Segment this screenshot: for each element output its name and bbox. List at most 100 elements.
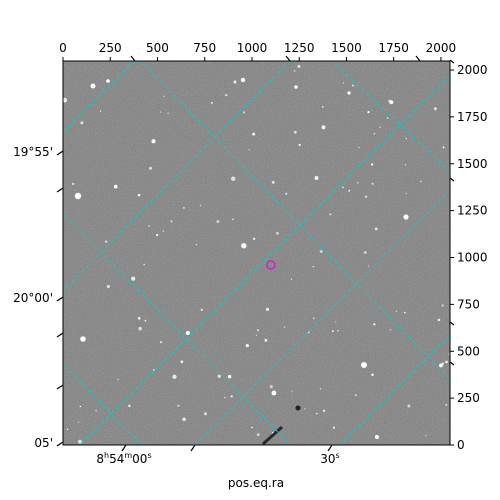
right-tick-label: 250 bbox=[457, 391, 480, 405]
bright-star bbox=[240, 77, 246, 83]
right-tick-label: 1250 bbox=[457, 204, 488, 218]
star bbox=[290, 278, 293, 281]
star bbox=[162, 230, 165, 232]
star bbox=[170, 220, 173, 223]
grid-line bbox=[331, 61, 450, 172]
star bbox=[367, 265, 370, 267]
bright-star bbox=[294, 85, 298, 89]
top-tick-label: 250 bbox=[99, 41, 122, 55]
star bbox=[374, 227, 378, 231]
star bbox=[312, 265, 315, 268]
star bbox=[159, 111, 162, 113]
bright-star bbox=[106, 79, 110, 83]
bright-star bbox=[80, 336, 86, 342]
star bbox=[379, 126, 381, 129]
star bbox=[78, 421, 80, 423]
star bbox=[283, 326, 286, 328]
star bbox=[117, 378, 119, 381]
star bbox=[342, 186, 344, 189]
grid-line bbox=[139, 61, 450, 381]
star bbox=[304, 408, 306, 410]
star bbox=[395, 310, 398, 312]
star bbox=[441, 304, 444, 307]
star bbox=[182, 417, 186, 422]
star bbox=[265, 307, 270, 312]
star bbox=[66, 428, 69, 431]
coordinate-grid bbox=[63, 61, 450, 445]
star bbox=[128, 404, 131, 408]
top-tick-label: 0 bbox=[59, 41, 67, 55]
star bbox=[177, 404, 180, 407]
star bbox=[185, 330, 190, 336]
star bbox=[113, 184, 118, 189]
star bbox=[71, 182, 75, 186]
star bbox=[99, 110, 102, 112]
dec-tick-right bbox=[449, 59, 455, 64]
star bbox=[80, 121, 84, 125]
dec-axis: 19°55' 20°00' 05' bbox=[13, 145, 64, 450]
star bbox=[241, 243, 247, 249]
image-area bbox=[62, 60, 451, 446]
star bbox=[255, 334, 258, 336]
star bbox=[144, 319, 147, 322]
star bbox=[63, 97, 68, 103]
right-tick-label: 500 bbox=[457, 344, 480, 358]
ra-axis: 8h54m00s 30s bbox=[96, 444, 340, 466]
star bbox=[420, 180, 422, 183]
star bbox=[216, 220, 220, 224]
star bbox=[233, 80, 237, 84]
dec-tick-label: 05' bbox=[34, 436, 53, 450]
star bbox=[433, 107, 437, 111]
star bbox=[297, 64, 301, 68]
ra-tick-top bbox=[130, 55, 136, 62]
star bbox=[167, 112, 169, 114]
star bbox=[227, 374, 232, 379]
grid-line bbox=[339, 334, 450, 445]
bright-star bbox=[403, 214, 409, 220]
grid-line bbox=[63, 212, 292, 445]
right-tick-label: 2000 bbox=[457, 63, 488, 77]
star bbox=[386, 117, 389, 119]
star bbox=[230, 395, 233, 398]
dec-tick bbox=[56, 384, 64, 390]
image-frame bbox=[62, 60, 451, 446]
star bbox=[256, 329, 260, 332]
right-tick-label: 1500 bbox=[457, 157, 488, 171]
dec-tick-right bbox=[449, 321, 455, 326]
star bbox=[242, 111, 246, 114]
star bbox=[143, 263, 145, 266]
star bbox=[312, 317, 315, 320]
star bbox=[331, 330, 334, 333]
star bbox=[137, 193, 141, 197]
star bbox=[335, 321, 337, 323]
star bbox=[131, 276, 136, 281]
ra-tick-label: 30s bbox=[320, 451, 339, 466]
target-marker bbox=[266, 260, 276, 270]
star bbox=[441, 362, 445, 365]
right-tick-label: 1000 bbox=[457, 251, 488, 265]
star bbox=[445, 360, 448, 364]
star bbox=[199, 204, 202, 207]
star bbox=[163, 95, 165, 97]
star bbox=[151, 139, 156, 144]
star bbox=[276, 231, 279, 235]
right-tick-label: 0 bbox=[457, 438, 465, 452]
star bbox=[271, 180, 275, 184]
star bbox=[252, 237, 256, 240]
star bbox=[371, 182, 374, 185]
star bbox=[348, 189, 351, 192]
grid-line bbox=[63, 61, 290, 293]
right-pixel-axis: 0 250 500 750 1000 1250 1500 1750 2000 bbox=[449, 59, 488, 452]
star bbox=[370, 163, 374, 166]
grid-line bbox=[63, 61, 135, 133]
top-tick-label: 500 bbox=[146, 41, 169, 55]
star bbox=[307, 331, 310, 334]
star bbox=[245, 343, 249, 348]
star bbox=[149, 166, 152, 170]
star bbox=[342, 82, 345, 84]
bright-star bbox=[271, 390, 277, 396]
star bbox=[389, 329, 392, 331]
star bbox=[152, 369, 155, 371]
star bbox=[232, 218, 234, 221]
star bbox=[371, 373, 374, 377]
